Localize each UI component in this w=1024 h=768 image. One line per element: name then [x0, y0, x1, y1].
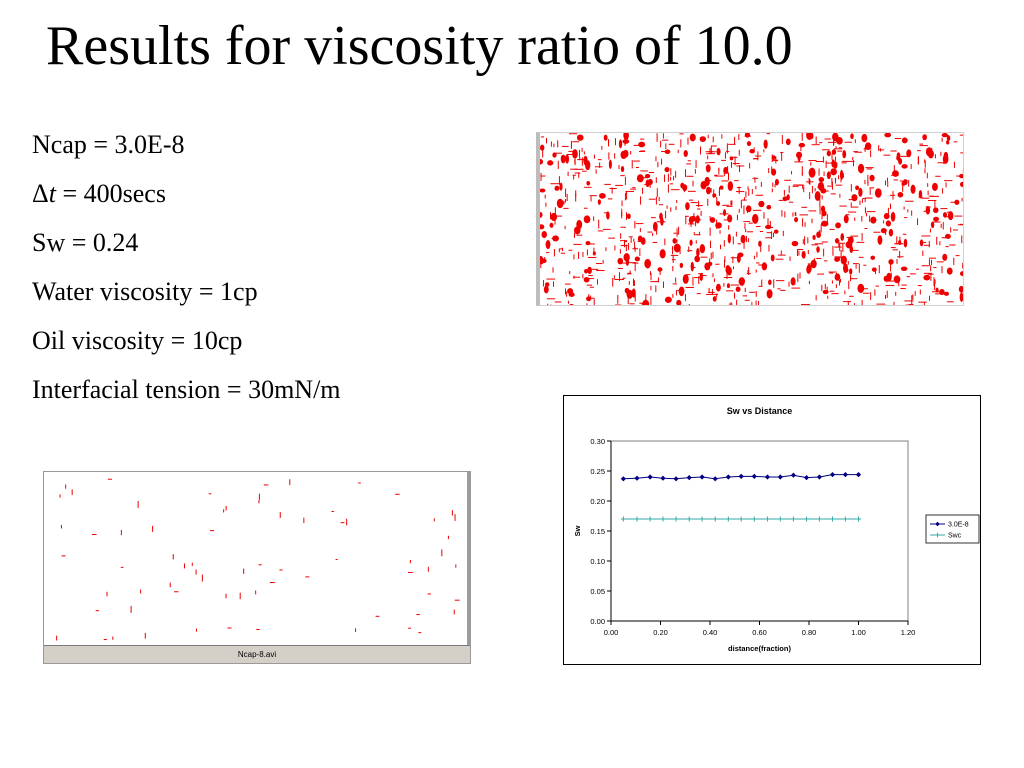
y-tick-label: 0.30 — [590, 437, 605, 446]
data-point — [699, 474, 705, 480]
y-axis-label: Sw — [573, 525, 582, 536]
data-point — [712, 516, 718, 522]
data-point — [790, 472, 797, 478]
data-point — [712, 476, 718, 482]
data-point — [725, 474, 731, 480]
param-interfacial-tension: Interfacial tension = 30mN/m — [32, 375, 341, 404]
data-point — [803, 475, 810, 481]
legend — [925, 514, 980, 544]
data-point — [790, 516, 796, 522]
pore-network-droplets — [540, 133, 963, 305]
video-frame[interactable] — [44, 472, 470, 646]
x-tick-label: 0.80 — [802, 628, 817, 637]
chart-title: Sw vs Distance — [727, 406, 793, 416]
data-point — [764, 474, 771, 480]
y-tick-label: 0.00 — [590, 617, 605, 626]
video-frame-droplets — [56, 478, 460, 641]
data-point — [804, 516, 810, 522]
data-point — [764, 516, 770, 522]
legend-marker — [935, 532, 940, 538]
data-point — [777, 474, 783, 480]
data-point — [673, 476, 679, 482]
video-player[interactable]: Ncap-8.avi — [43, 471, 471, 664]
data-point — [634, 516, 640, 522]
legend-label: 3.0E-8 — [948, 522, 969, 529]
droplet-cluster — [540, 133, 963, 305]
data-point — [673, 516, 679, 522]
y-tick-label: 0.20 — [590, 497, 605, 506]
data-point — [686, 516, 692, 522]
x-tick-label: 0.20 — [653, 628, 668, 637]
y-tick-label: 0.10 — [590, 557, 605, 566]
video-caption: Ncap-8.avi — [44, 645, 470, 663]
data-point — [816, 474, 822, 480]
param-timestep: Δt = 400secs — [32, 179, 166, 208]
slide-title: Results for viscosity ratio of 10.0 — [46, 15, 793, 77]
param-oil-viscosity: Oil viscosity = 10cp — [32, 326, 243, 355]
param-sw: Sw = 0.24 — [32, 228, 139, 257]
data-point — [699, 516, 705, 522]
data-point — [751, 516, 757, 522]
x-tick-label: 0.00 — [604, 628, 619, 637]
video-frame-edge — [467, 472, 470, 646]
data-point — [647, 516, 653, 522]
x-tick-label: 0.40 — [703, 628, 718, 637]
data-point — [738, 516, 744, 522]
plot-area — [610, 440, 909, 622]
data-point — [855, 472, 862, 478]
data-point — [634, 475, 640, 481]
data-point — [829, 472, 836, 478]
data-point — [620, 516, 626, 522]
y-tick-label: 0.25 — [590, 467, 605, 476]
data-point — [660, 516, 666, 522]
data-point — [816, 516, 822, 522]
x-tick-label: 1.20 — [901, 628, 916, 637]
y-tick-label: 0.15 — [590, 527, 605, 536]
data-point — [751, 473, 757, 479]
data-point — [725, 516, 731, 522]
data-point — [777, 516, 783, 522]
data-point — [647, 474, 653, 480]
data-point — [830, 516, 836, 522]
data-point — [856, 516, 861, 522]
y-tick-label: 0.05 — [590, 587, 605, 596]
legend-label: Swc — [948, 533, 962, 540]
data-point — [620, 476, 626, 482]
pore-network-image — [536, 132, 964, 306]
param-ncap: Ncap = 3.0E-8 — [32, 130, 185, 159]
parameter-list: Ncap = 3.0E-8 Δt = 400secs Sw = 0.24 Wat… — [32, 128, 341, 422]
data-point — [660, 475, 666, 481]
chart-svg: Sw vs Distance 0.00 0.05 0.10 0.15 0.20 0.25 0.… — [573, 406, 980, 653]
data-point — [842, 516, 848, 522]
sw-vs-distance-chart: Sw vs Distance 0.00 0.05 0.10 0.15 0.20 0.25 0.… — [563, 395, 981, 665]
data-point — [686, 475, 692, 481]
x-tick-label: 1.00 — [851, 628, 866, 637]
data-point — [738, 473, 744, 479]
sparse-droplets — [56, 478, 460, 641]
x-tick-label: 0.60 — [752, 628, 767, 637]
x-axis-label: distance(fraction) — [728, 644, 791, 653]
param-water-viscosity: Water viscosity = 1cp — [32, 277, 258, 306]
data-point — [842, 472, 848, 478]
